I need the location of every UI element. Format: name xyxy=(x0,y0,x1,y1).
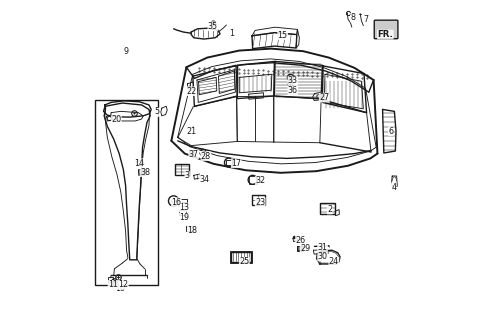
Bar xyxy=(231,252,251,262)
Text: 9: 9 xyxy=(123,47,129,56)
Bar xyxy=(95,100,158,285)
Text: 29: 29 xyxy=(300,244,310,253)
Text: 31: 31 xyxy=(318,243,328,252)
Text: 18: 18 xyxy=(187,226,198,235)
Text: 35: 35 xyxy=(208,22,218,31)
Text: 7: 7 xyxy=(363,15,368,24)
Bar xyxy=(178,199,186,206)
Text: 13: 13 xyxy=(179,203,189,212)
Text: 19: 19 xyxy=(179,213,189,222)
Text: 1: 1 xyxy=(230,29,234,38)
Text: 33: 33 xyxy=(288,76,298,85)
Text: 37: 37 xyxy=(188,150,199,159)
Text: 25: 25 xyxy=(239,257,249,266)
Text: 20: 20 xyxy=(111,116,121,124)
Text: 38: 38 xyxy=(140,168,150,177)
Bar xyxy=(179,210,186,215)
Text: 12: 12 xyxy=(118,280,129,289)
Text: 21: 21 xyxy=(186,127,197,136)
Text: 34: 34 xyxy=(199,175,209,184)
Text: 4: 4 xyxy=(391,183,396,192)
Bar xyxy=(139,169,145,175)
Text: 15: 15 xyxy=(278,31,288,40)
Text: FR.: FR. xyxy=(377,30,393,39)
Text: 6: 6 xyxy=(388,127,393,136)
Text: 11: 11 xyxy=(108,280,118,289)
Text: 27: 27 xyxy=(319,93,330,102)
Text: 8: 8 xyxy=(351,13,355,22)
Text: 24: 24 xyxy=(329,257,339,266)
Bar xyxy=(297,246,303,251)
Text: 26: 26 xyxy=(295,236,305,245)
Text: 16: 16 xyxy=(171,198,181,207)
Text: 22: 22 xyxy=(186,87,197,96)
Text: 36: 36 xyxy=(288,86,298,95)
Bar xyxy=(226,160,232,165)
Text: 14: 14 xyxy=(134,159,144,168)
FancyBboxPatch shape xyxy=(374,20,398,39)
Text: 10: 10 xyxy=(115,284,125,293)
Text: 28: 28 xyxy=(201,152,211,161)
Text: 5: 5 xyxy=(155,108,160,116)
Bar xyxy=(320,203,335,214)
Bar xyxy=(186,226,194,231)
Bar xyxy=(108,277,113,282)
Bar xyxy=(252,195,265,205)
Text: 3: 3 xyxy=(185,172,190,180)
Text: 32: 32 xyxy=(255,176,265,185)
Text: 2: 2 xyxy=(327,205,332,214)
Text: 17: 17 xyxy=(231,159,241,168)
Bar xyxy=(230,251,252,263)
Text: 23: 23 xyxy=(255,198,265,207)
Text: 30: 30 xyxy=(318,252,328,261)
